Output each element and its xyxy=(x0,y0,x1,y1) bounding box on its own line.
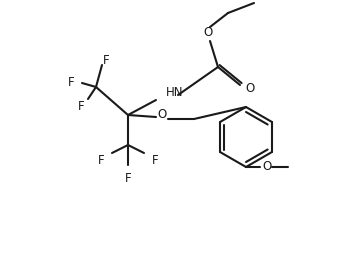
Text: F: F xyxy=(103,53,109,67)
Text: O: O xyxy=(262,160,272,174)
Text: O: O xyxy=(157,109,167,122)
Text: F: F xyxy=(152,154,158,166)
Text: F: F xyxy=(78,99,84,113)
Text: F: F xyxy=(68,77,74,89)
Text: O: O xyxy=(245,82,254,94)
Text: HN: HN xyxy=(166,87,184,99)
Text: F: F xyxy=(98,154,104,166)
Text: F: F xyxy=(125,171,131,185)
Text: O: O xyxy=(203,27,213,39)
